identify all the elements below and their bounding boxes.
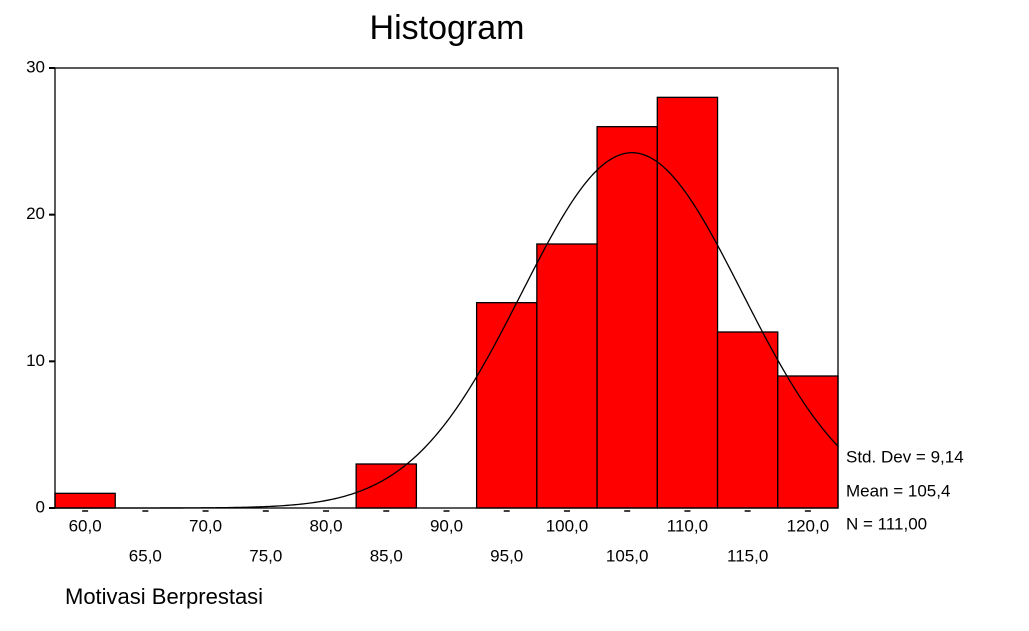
stat-n: N = 111,00 (846, 514, 927, 533)
x-tick-label: 85,0 (370, 546, 403, 565)
x-tick-label: 60,0 (69, 516, 102, 535)
x-tick-label: 115,0 (727, 546, 768, 565)
bar (656, 96, 719, 509)
y-tick-label: 10 (26, 351, 45, 370)
x-tick-label: 90,0 (430, 516, 463, 535)
bar (475, 302, 538, 509)
plot-frame (54, 67, 839, 509)
x-tick-label: 65,0 (129, 546, 162, 565)
bar (536, 243, 598, 509)
x-tick-label: 75,0 (249, 546, 282, 565)
x-tick-label: 105,0 (606, 546, 649, 565)
bar (777, 375, 839, 509)
x-tick-label: 110,0 (667, 516, 708, 535)
bar (596, 126, 658, 509)
y-tick-label: 0 (36, 497, 45, 516)
chart-title: Histogram (370, 9, 525, 47)
stat-mean: Mean = 105,4 (846, 481, 950, 500)
y-tick-label: 20 (26, 204, 45, 223)
bar (716, 331, 779, 509)
x-axis-label: Motivasi Berprestasi (65, 584, 263, 609)
bar (54, 492, 116, 509)
bar (355, 463, 418, 509)
x-tick-label: 95,0 (490, 546, 523, 565)
stat-std-dev: Std. Dev = 9,14 (846, 447, 964, 466)
x-tick-label: 100,0 (546, 516, 589, 535)
y-tick-label: 30 (26, 57, 45, 76)
x-tick-label: 70,0 (189, 516, 222, 535)
x-tick-label: 80,0 (309, 516, 342, 535)
x-tick-label: 120,0 (787, 516, 830, 535)
